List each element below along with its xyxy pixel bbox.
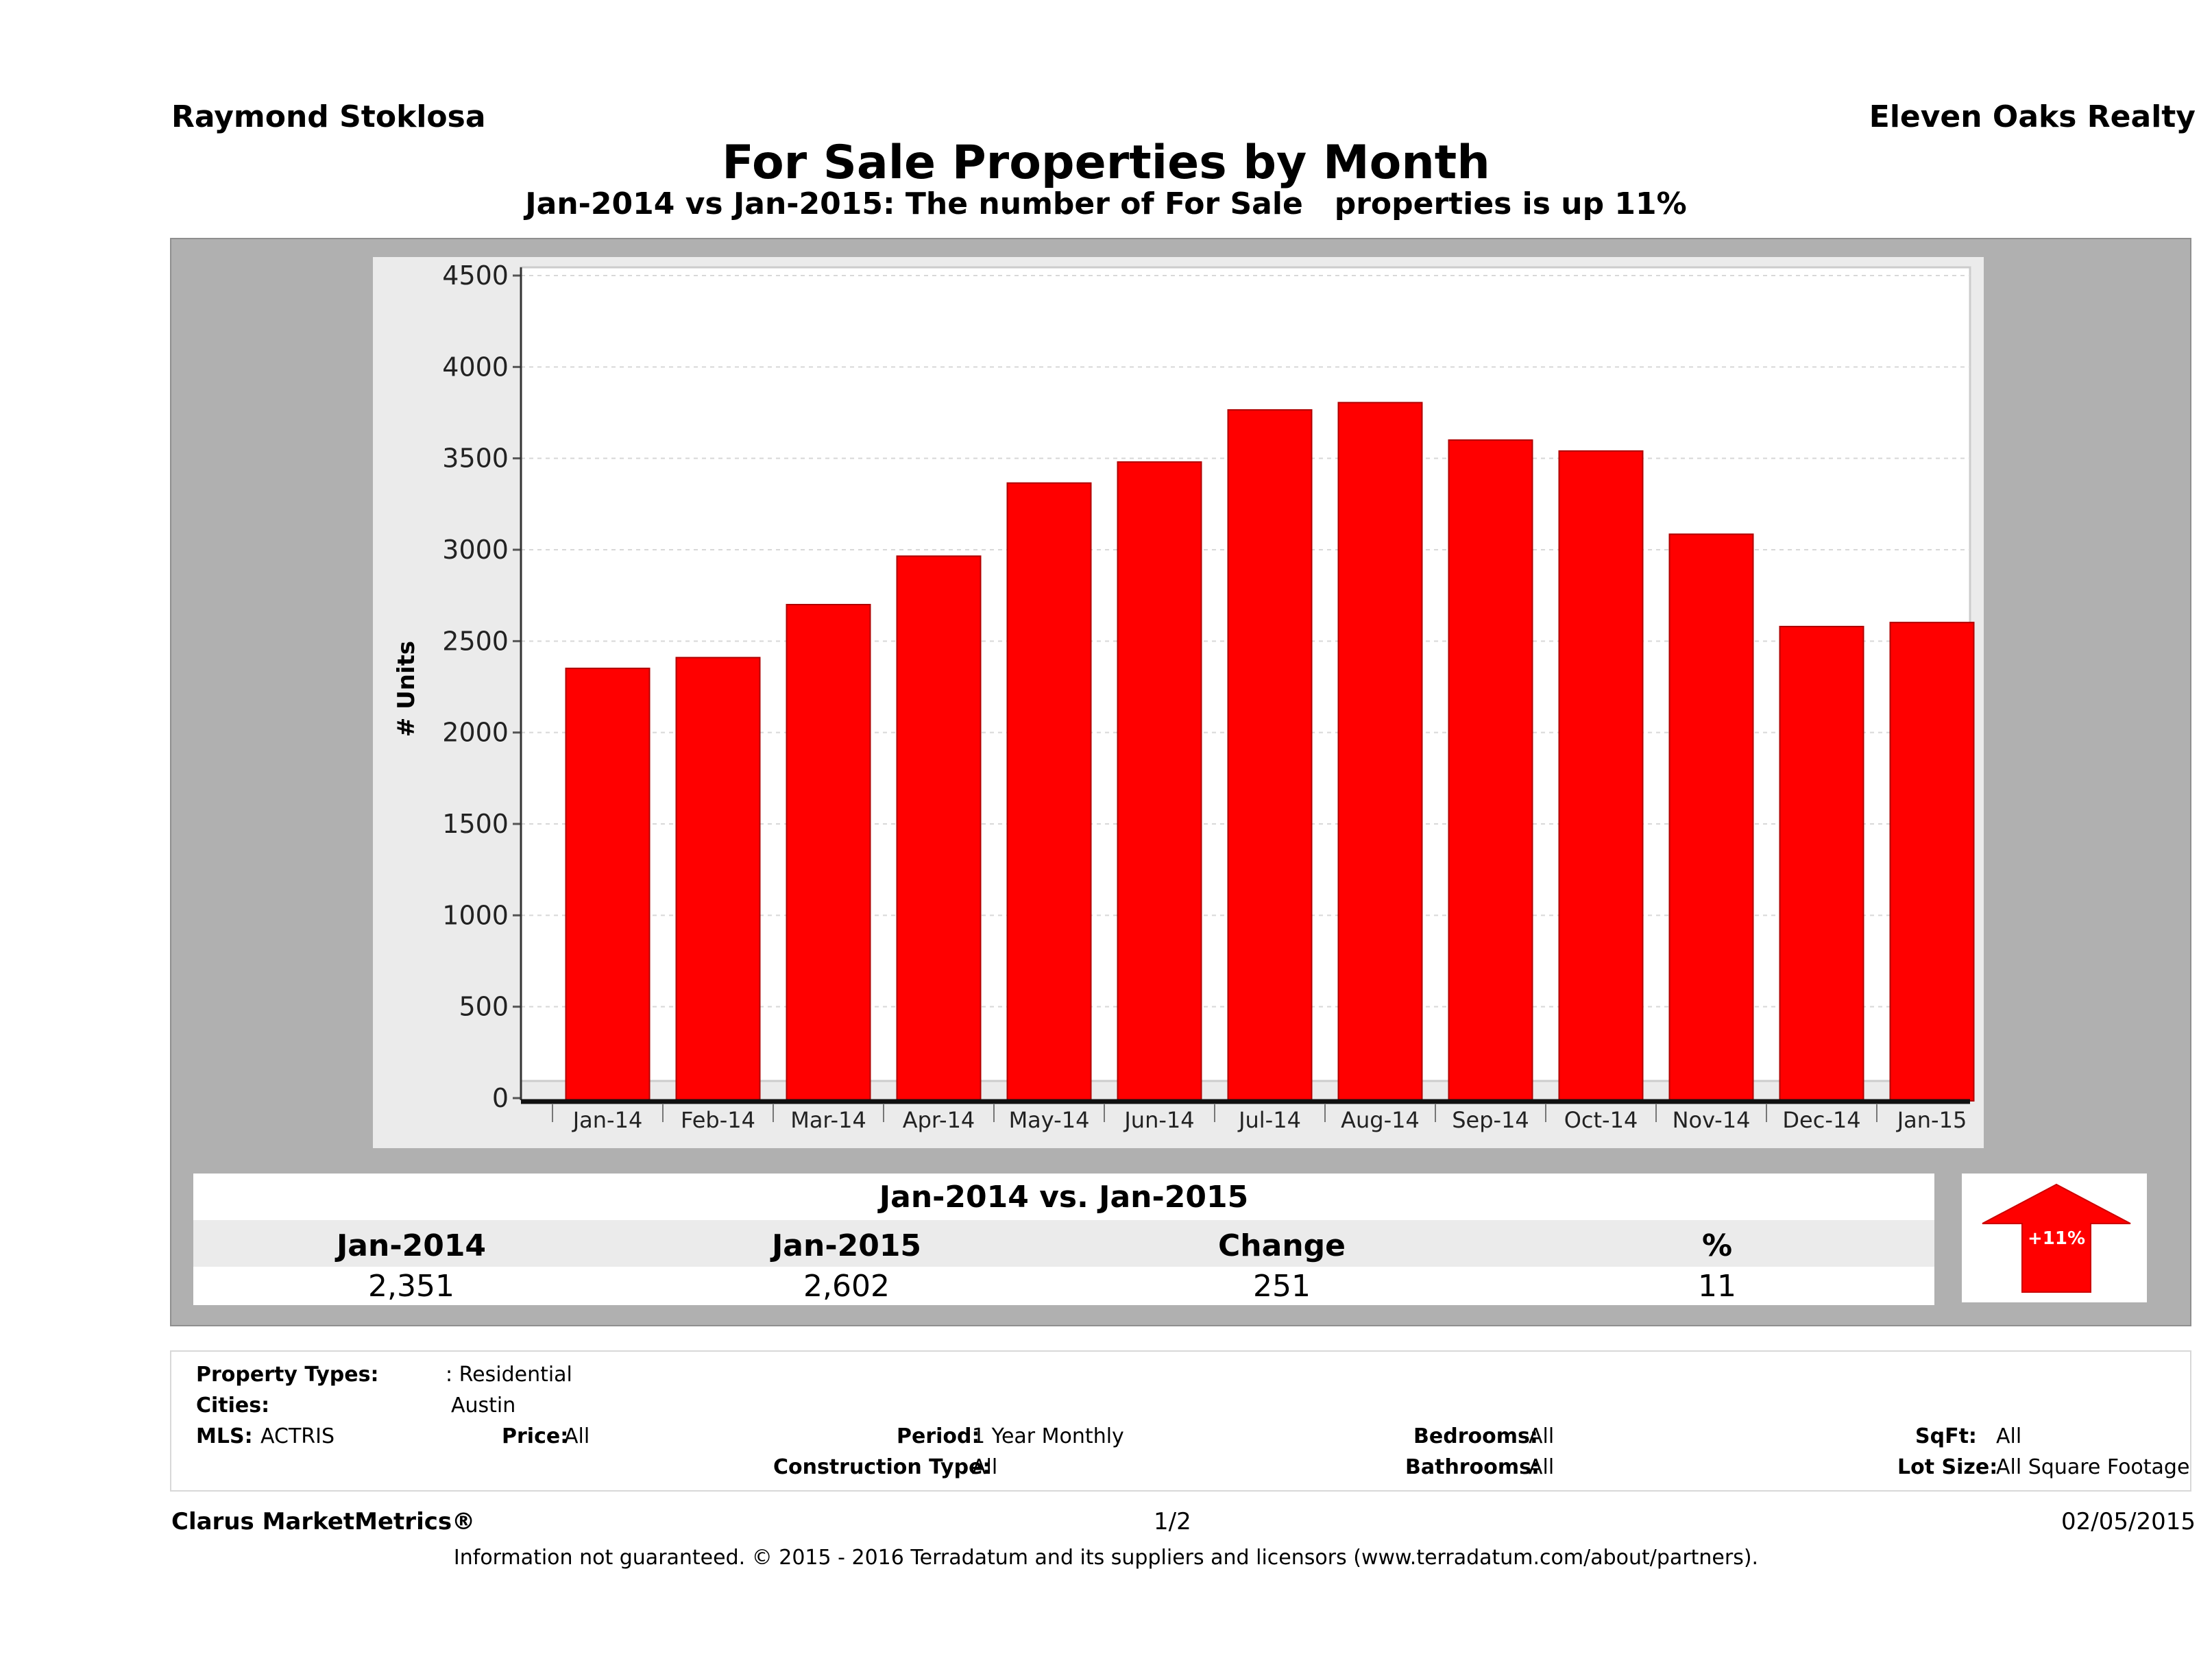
- x-tick-label: Oct-14: [1564, 1107, 1638, 1133]
- sqft-value: All: [1996, 1424, 2022, 1448]
- x-tick-label: Apr-14: [903, 1107, 975, 1133]
- y-tick-label: 4500: [442, 260, 509, 291]
- bar-apr-14: [896, 555, 982, 1102]
- bar-jan-15: [1889, 622, 1975, 1102]
- bedrooms-label: Bedrooms:: [1413, 1424, 1538, 1448]
- bar-aug-14: [1337, 402, 1423, 1102]
- agent-name: Raymond Stoklosa: [171, 99, 486, 134]
- summary-value-jan2014: 2,351: [368, 1269, 454, 1304]
- company-name: Eleven Oaks Realty: [1869, 99, 2196, 134]
- y-axis-ticks: 0 500 1000 1500 2000 2500 3000 3500 4000 4500: [442, 260, 521, 1113]
- footer-date: 02/05/2015: [2061, 1508, 2196, 1535]
- bar-chart: 0 500 1000 1500 2000 2500 3000 3500 4000 4500 Jan…: [393, 260, 1975, 1133]
- change-badge-text: +11%: [2028, 1228, 2085, 1249]
- y-tick-label: 4000: [442, 352, 509, 382]
- cities-value: Austin: [451, 1394, 516, 1418]
- chart-subtitle: Jan-2014 vs Jan-2015: The number of For …: [525, 186, 1687, 221]
- chart-title: For Sale Properties by Month: [722, 136, 1490, 190]
- x-tick-label: Jan-14: [572, 1107, 643, 1133]
- summary-header-jan2015: Jan-2015: [771, 1228, 922, 1263]
- bar-mar-14: [786, 604, 871, 1102]
- x-tick-label: Sep-14: [1452, 1107, 1529, 1133]
- bar-oct-14: [1558, 450, 1644, 1102]
- sqft-label: SqFt:: [1915, 1424, 1977, 1448]
- cities-label: Cities:: [196, 1394, 270, 1418]
- mls-value: ACTRIS: [260, 1424, 335, 1448]
- summary-value-change: 251: [1253, 1269, 1311, 1304]
- bar-feb-14: [675, 657, 761, 1102]
- summary-title: Jan-2014 vs. Jan-2015: [193, 1174, 1934, 1220]
- summary-header-change: Change: [1218, 1228, 1346, 1263]
- y-tick-label: 2000: [442, 718, 509, 748]
- property-types-label: Property Types:: [196, 1363, 379, 1387]
- bar-jan-14: [565, 668, 651, 1102]
- bathrooms-label: Bathrooms:: [1405, 1455, 1540, 1479]
- bar-dec-14: [1779, 626, 1864, 1102]
- y-tick-label: 3000: [442, 535, 509, 565]
- summary-header-jan2014: Jan-2014: [336, 1228, 487, 1263]
- up-arrow-icon: +11%: [1982, 1183, 2131, 1293]
- x-tick-label: Feb-14: [681, 1107, 755, 1133]
- summary-header-percent: %: [1701, 1228, 1733, 1263]
- lot-size-value: All Square Footage: [1996, 1455, 2190, 1479]
- x-tick-label: Dec-14: [1782, 1107, 1860, 1133]
- x-tick-label: Mar-14: [790, 1107, 866, 1133]
- x-tick-label: Jun-14: [1123, 1107, 1194, 1133]
- construction-type-label: Construction Type:: [773, 1455, 991, 1479]
- bar-jul-14: [1227, 409, 1313, 1102]
- x-tick-label: Aug-14: [1341, 1107, 1420, 1133]
- summary-value-percent: 11: [1698, 1269, 1736, 1304]
- bathrooms-value: All: [1529, 1455, 1555, 1479]
- bedrooms-value: All: [1529, 1424, 1555, 1448]
- x-tick-label: Jul-14: [1237, 1107, 1301, 1133]
- price-label: Price:: [502, 1424, 569, 1448]
- x-tick-label: Jan-15: [1896, 1107, 1967, 1133]
- x-axis-ticks: Jan-14 Feb-14 Mar-14 Apr-14 May-14 Jun-14 Jul-…: [552, 1104, 1967, 1133]
- y-tick-label: 2500: [442, 626, 509, 656]
- construction-type-value: All: [972, 1455, 998, 1479]
- bar-sep-14: [1448, 439, 1533, 1102]
- price-value: All: [564, 1424, 590, 1448]
- bar-may-14: [1006, 482, 1092, 1102]
- footer-page-number: 1/2: [1154, 1508, 1191, 1535]
- y-tick-label: 3500: [442, 443, 509, 474]
- property-types-value: : Residential: [446, 1363, 572, 1387]
- mls-label: MLS:: [196, 1424, 253, 1448]
- y-tick-label: 1000: [442, 900, 509, 930]
- x-tick-label: May-14: [1009, 1107, 1090, 1133]
- summary-values-row: [193, 1267, 1934, 1305]
- filter-info-box: [170, 1350, 2191, 1492]
- bar-nov-14: [1668, 533, 1754, 1102]
- y-tick-label: 1500: [442, 809, 509, 839]
- bar-jun-14: [1117, 461, 1202, 1102]
- y-tick-label: 0: [492, 1083, 509, 1113]
- lot-size-label: Lot Size:: [1897, 1455, 1998, 1479]
- y-axis-label: # Units: [393, 641, 420, 737]
- footer-brand: Clarus MarketMetrics®: [171, 1508, 476, 1535]
- bars: [565, 402, 1975, 1102]
- period-value: 1 Year Monthly: [972, 1424, 1124, 1448]
- y-tick-label: 500: [459, 992, 509, 1022]
- footer-disclaimer: Information not guaranteed. © 2015 - 201…: [453, 1546, 1759, 1570]
- summary-value-jan2015: 2,602: [803, 1269, 890, 1304]
- period-label: Period:: [897, 1424, 980, 1448]
- x-tick-label: Nov-14: [1673, 1107, 1751, 1133]
